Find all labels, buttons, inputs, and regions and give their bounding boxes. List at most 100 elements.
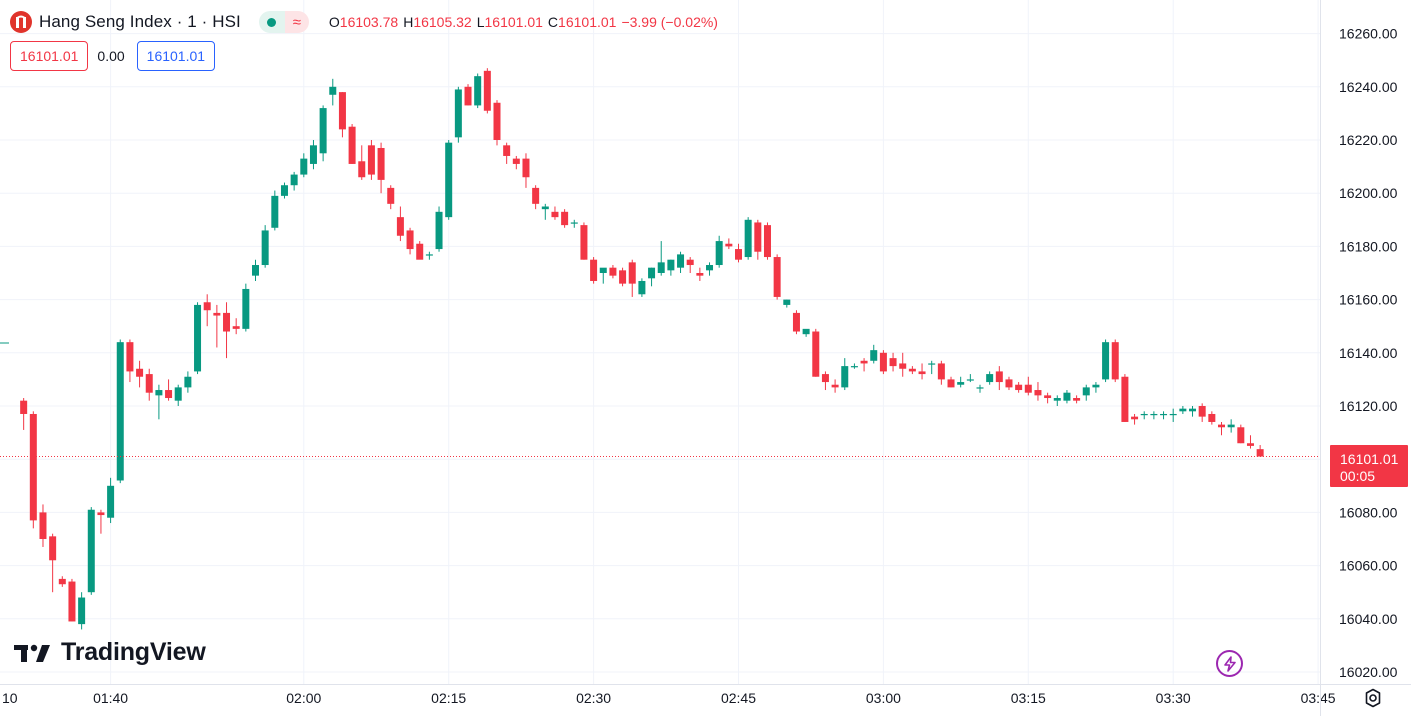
candle-body bbox=[831, 384, 839, 388]
time-axis-label: 03:00 bbox=[866, 690, 901, 706]
last-price-tag: 16101.01 00:05 bbox=[1330, 445, 1408, 487]
candle-body bbox=[590, 259, 598, 281]
candle-body bbox=[435, 211, 443, 250]
candle-body bbox=[136, 368, 144, 377]
price-axis-label: 16180.00 bbox=[1339, 238, 1398, 254]
candle-body bbox=[841, 366, 849, 388]
time-axis-label: 02:30 bbox=[576, 690, 611, 706]
candle-body bbox=[754, 222, 762, 252]
candle-body bbox=[1005, 379, 1013, 388]
price-axis-label: 16040.00 bbox=[1339, 611, 1398, 627]
candle-body bbox=[97, 512, 105, 516]
price-axis-label: 16080.00 bbox=[1339, 504, 1398, 520]
candle-body bbox=[1131, 416, 1139, 420]
symbol-title[interactable]: Hang Seng Index · 1 · HSI bbox=[39, 12, 241, 31]
time-axis-label: 03:45 bbox=[1301, 690, 1336, 706]
price-axis-label: 16220.00 bbox=[1339, 132, 1398, 148]
candle-body bbox=[860, 360, 868, 364]
price-axis-label: 16120.00 bbox=[1339, 398, 1398, 414]
price-axis-label: 16200.00 bbox=[1339, 185, 1398, 201]
candle-body bbox=[1189, 408, 1197, 412]
high-value: 16105.32 bbox=[413, 14, 472, 30]
candle-body bbox=[58, 578, 66, 585]
candle-body bbox=[638, 280, 646, 295]
candle-body bbox=[145, 374, 153, 393]
candle-body bbox=[986, 374, 994, 383]
time-axis-label: 03:30 bbox=[1156, 690, 1191, 706]
candle-body bbox=[879, 352, 887, 372]
candle-body bbox=[725, 243, 733, 247]
candle-body bbox=[1246, 443, 1254, 446]
low-value: 16101.01 bbox=[484, 14, 543, 30]
candle-body bbox=[1227, 424, 1235, 428]
candle-body bbox=[706, 265, 714, 271]
candle-body bbox=[116, 342, 124, 481]
candle-body bbox=[995, 371, 1003, 383]
candle-body bbox=[174, 387, 182, 401]
sell-button[interactable]: 16101.01 bbox=[10, 41, 89, 71]
chart-settings-gear-icon[interactable] bbox=[1362, 687, 1384, 709]
candle-body bbox=[1140, 413, 1148, 416]
candle-body bbox=[551, 211, 559, 218]
candle-body bbox=[29, 413, 37, 521]
candle-body bbox=[261, 230, 269, 266]
candle-body bbox=[78, 597, 86, 625]
market-status-pill[interactable]: ≈ bbox=[258, 11, 309, 33]
candle-body bbox=[763, 225, 771, 258]
candle-body bbox=[396, 217, 404, 236]
low-label: L bbox=[476, 14, 485, 30]
candle-body bbox=[1063, 392, 1071, 401]
candle-body bbox=[715, 241, 723, 266]
candle-body bbox=[165, 390, 173, 399]
price-axis-label: 16240.00 bbox=[1339, 79, 1398, 95]
candle-body bbox=[184, 376, 192, 388]
candle-body bbox=[1218, 424, 1225, 428]
candle-body bbox=[39, 512, 47, 539]
candle-body bbox=[416, 243, 424, 260]
candle-body bbox=[242, 288, 250, 329]
change-value: −3.99 (−0.02%) bbox=[621, 14, 718, 30]
candle-body bbox=[1073, 398, 1081, 401]
candle-body bbox=[309, 145, 317, 164]
candle-body bbox=[107, 485, 115, 518]
candle-body bbox=[792, 312, 800, 332]
candle-body bbox=[1198, 406, 1206, 417]
candle-body bbox=[821, 374, 829, 383]
market-open-icon bbox=[258, 11, 285, 33]
candle-body bbox=[1102, 342, 1110, 380]
spread-value: 0.00 bbox=[97, 48, 125, 64]
candle-body bbox=[232, 326, 240, 329]
close-label: C bbox=[547, 14, 559, 30]
lightning-icon[interactable] bbox=[1216, 650, 1243, 677]
candle-body bbox=[735, 249, 742, 260]
ohlc-values: O 16103.78 H 16105.32 L 16101.01 C 16101… bbox=[329, 14, 723, 30]
candle-body bbox=[213, 312, 221, 316]
open-label: O bbox=[328, 14, 340, 30]
candle-body bbox=[280, 185, 288, 196]
tradingview-logo-icon bbox=[14, 644, 50, 662]
candle-body bbox=[271, 195, 279, 228]
candle-body bbox=[483, 70, 491, 111]
candle-body bbox=[1256, 449, 1264, 457]
candle-body bbox=[300, 158, 308, 175]
candle-body bbox=[252, 265, 259, 276]
close-value: 16101.01 bbox=[558, 14, 617, 30]
candle-body bbox=[290, 174, 298, 186]
open-value: 16103.78 bbox=[339, 14, 399, 30]
buy-button[interactable]: 16101.01 bbox=[136, 41, 216, 71]
candle-body bbox=[609, 267, 617, 276]
candle-body bbox=[464, 86, 472, 106]
high-label: H bbox=[403, 14, 414, 30]
candle-body bbox=[493, 102, 501, 140]
candle-body bbox=[474, 76, 482, 106]
candle-body bbox=[87, 509, 95, 593]
candle-body bbox=[1111, 342, 1119, 380]
tradingview-watermark[interactable]: TradingView bbox=[14, 638, 206, 667]
candle-body bbox=[696, 273, 704, 276]
candle-body bbox=[1053, 398, 1061, 401]
candle-body bbox=[445, 142, 453, 218]
price-axis-label: 16020.00 bbox=[1339, 664, 1398, 680]
candle-body bbox=[1179, 408, 1187, 412]
candle-body bbox=[1044, 395, 1052, 399]
